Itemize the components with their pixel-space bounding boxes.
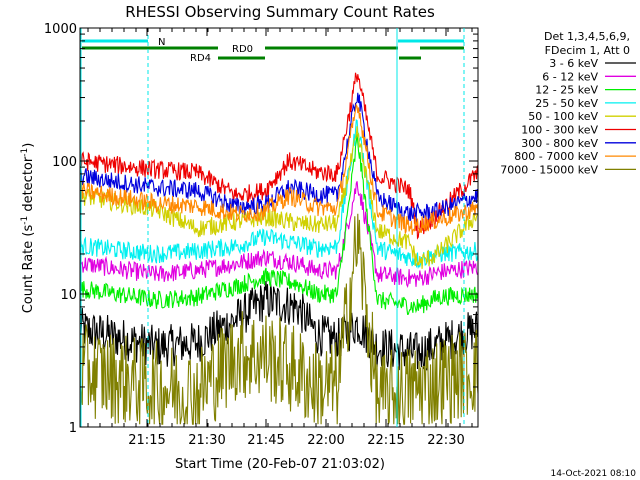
series-line-5 bbox=[80, 72, 478, 240]
series-line-8 bbox=[80, 213, 478, 425]
legend-label-8: 7000 - 15000 keV bbox=[500, 163, 598, 176]
x-tick-label-4: 22:15 bbox=[367, 433, 404, 448]
x-tick-label-0: 21:15 bbox=[128, 433, 165, 448]
annotation-rd4: RD4 bbox=[190, 53, 211, 64]
series-line-1 bbox=[80, 181, 478, 288]
series-line-3 bbox=[80, 119, 478, 270]
y-axis-label-exp2: -1 bbox=[20, 148, 30, 157]
annotation-rd0: RD0 bbox=[232, 44, 253, 55]
y-axis-label-main: Count Rate (s bbox=[21, 225, 36, 314]
series-line-4 bbox=[80, 126, 478, 269]
y-tick-label-3: 1000 bbox=[44, 22, 77, 37]
series-line-0 bbox=[80, 281, 478, 371]
legend-label-5: 100 - 300 keV bbox=[521, 124, 598, 137]
x-tick-label-5: 22:30 bbox=[427, 433, 464, 448]
x-axis-label: Start Time (20-Feb-07 21:03:02) bbox=[175, 457, 385, 472]
series-line-6 bbox=[80, 92, 478, 223]
y-axis-label-exp1: -1 bbox=[20, 216, 30, 225]
x-tick-label-3: 22:00 bbox=[307, 433, 344, 448]
x-axis: 21:15 21:30 21:45 22:00 22:15 22:30 bbox=[87, 28, 473, 448]
series-line-7 bbox=[80, 103, 478, 235]
legend-header-0: Det 1,3,4,5,6,9, bbox=[544, 30, 630, 43]
legend-label-0: 3 - 6 keV bbox=[549, 57, 598, 70]
footer-timestamp: 14-Oct-2021 08:10 bbox=[551, 469, 637, 479]
series-line-2 bbox=[80, 134, 478, 316]
y-tick-label-0: 1 bbox=[69, 421, 77, 436]
annotation-n: N bbox=[158, 37, 165, 48]
legend: Det 1,3,4,5,6,9,FDecim 1, Att 03 - 6 keV… bbox=[500, 30, 636, 176]
legend-label-1: 6 - 12 keV bbox=[542, 70, 598, 83]
y-tick-label-2: 100 bbox=[52, 155, 77, 170]
legend-label-7: 800 - 7000 keV bbox=[514, 150, 598, 163]
legend-label-3: 25 - 50 keV bbox=[535, 97, 598, 110]
x-tick-label-1: 21:30 bbox=[188, 433, 225, 448]
legend-header-1: FDecim 1, Att 0 bbox=[545, 44, 630, 57]
legend-label-4: 50 - 100 keV bbox=[528, 110, 598, 123]
chart-title: RHESSI Observing Summary Count Rates bbox=[125, 3, 435, 21]
legend-label-2: 12 - 25 keV bbox=[535, 84, 598, 97]
y-axis-label-mid: detector bbox=[21, 156, 36, 216]
y-axis-label: Count Rate (s-1 detector-1) bbox=[20, 143, 36, 314]
y-axis: 1 10 100 1000 bbox=[44, 22, 478, 436]
mode-bars: N RD0 RD4 bbox=[80, 28, 465, 427]
y-tick-label-1: 10 bbox=[60, 288, 77, 303]
y-axis-label-end: ) bbox=[21, 143, 36, 148]
legend-label-6: 300 - 800 keV bbox=[521, 137, 598, 150]
plot-area bbox=[79, 27, 479, 428]
x-tick-label-2: 21:45 bbox=[247, 433, 284, 448]
